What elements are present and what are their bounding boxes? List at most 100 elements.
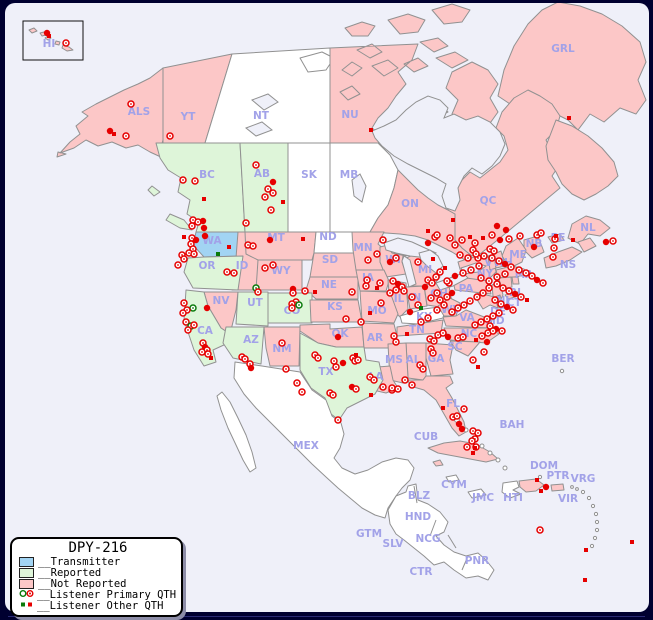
marker-dot bbox=[456, 415, 458, 417]
islet bbox=[594, 519, 600, 525]
listener-primary-marker bbox=[264, 185, 272, 193]
marker-dot bbox=[491, 234, 493, 236]
marker-square bbox=[443, 266, 447, 270]
listener-primary-marker bbox=[179, 176, 187, 184]
listener-primary-marker bbox=[377, 299, 385, 307]
region-label-nd: ND bbox=[319, 231, 337, 243]
marker-dot bbox=[458, 425, 466, 433]
listener-primary-marker bbox=[433, 231, 441, 239]
listener-primary-marker bbox=[379, 236, 387, 244]
region-label-il: IL bbox=[394, 293, 405, 305]
marker-dot bbox=[281, 342, 283, 344]
marker-dot bbox=[337, 419, 339, 421]
map-layers: HIALSYTNTNUGRLBCABSKMBONQCNLPENBNSWAORID… bbox=[22, 3, 647, 582]
marker-dot bbox=[463, 408, 465, 410]
marker-dot bbox=[406, 308, 414, 316]
marker-dot bbox=[520, 296, 522, 298]
listener-primary-marker bbox=[278, 339, 286, 347]
listener-primary-marker bbox=[488, 231, 496, 239]
listener-other-marker bbox=[525, 298, 529, 302]
listener-primary-marker bbox=[542, 483, 550, 491]
other-qth-markers-icon bbox=[19, 600, 34, 612]
marker-dot bbox=[291, 307, 293, 309]
listener-primary-marker bbox=[352, 385, 360, 393]
marker-dot bbox=[472, 430, 474, 432]
listener-primary-marker bbox=[269, 178, 277, 186]
listener-primary-marker bbox=[493, 280, 501, 288]
hawaii-inset bbox=[22, 20, 84, 61]
listener-primary-marker bbox=[472, 250, 480, 258]
listener-other-marker bbox=[535, 478, 539, 482]
lake-winnipeg bbox=[351, 173, 367, 203]
marker-dot bbox=[448, 289, 456, 297]
listener-other-marker bbox=[375, 286, 379, 290]
marker-dot bbox=[395, 257, 397, 259]
marker-dot bbox=[190, 243, 192, 245]
listener-primary-marker bbox=[394, 385, 402, 393]
listener-primary-marker bbox=[332, 363, 340, 371]
marker-square bbox=[554, 234, 558, 238]
region-label-mb: MB bbox=[340, 169, 358, 181]
region-label-jmc: JMC bbox=[471, 492, 494, 504]
region-label-hnd: HND bbox=[405, 511, 432, 523]
listener-other-marker bbox=[443, 266, 447, 270]
marker-dot bbox=[474, 324, 476, 326]
marker-square bbox=[584, 548, 588, 552]
marker-dot bbox=[395, 341, 397, 343]
listener-primary-marker bbox=[182, 318, 190, 326]
region-label-nv: NV bbox=[213, 295, 231, 307]
listener-primary-marker bbox=[267, 206, 275, 214]
region-sc bbox=[449, 340, 481, 357]
listener-primary-marker bbox=[314, 354, 322, 362]
marker-dot bbox=[301, 391, 303, 393]
marker-square bbox=[419, 306, 423, 310]
listener-primary-marker bbox=[354, 356, 362, 364]
region-label-ctr: CTR bbox=[410, 566, 433, 578]
marker-dot bbox=[461, 239, 463, 241]
listener-primary-marker bbox=[364, 256, 372, 264]
marker-dot bbox=[197, 221, 199, 223]
listener-primary-marker bbox=[509, 306, 517, 314]
marker-dot bbox=[481, 335, 483, 337]
marker-dot bbox=[498, 312, 500, 314]
marker-dot bbox=[449, 237, 451, 239]
primary-qth-markers-icon bbox=[19, 589, 34, 601]
listener-other-marker bbox=[281, 200, 285, 204]
islet bbox=[592, 535, 598, 541]
marker-dot bbox=[244, 358, 246, 360]
listener-primary-marker bbox=[334, 416, 342, 424]
marker-dot bbox=[472, 359, 474, 361]
marker-square bbox=[182, 235, 186, 239]
region-label-ar: AR bbox=[367, 332, 383, 344]
green-square-icon bbox=[21, 602, 25, 606]
listener-primary-marker bbox=[389, 277, 397, 285]
listener-other-marker bbox=[481, 236, 485, 240]
marker-dot bbox=[471, 440, 473, 442]
marker-square bbox=[525, 298, 529, 302]
listener-primary-marker bbox=[401, 376, 409, 384]
marker-dot bbox=[512, 309, 514, 311]
listener-primary-marker bbox=[502, 226, 510, 234]
listener-primary-marker bbox=[446, 234, 454, 242]
listener-other-marker bbox=[369, 393, 373, 397]
marker-dot bbox=[500, 303, 502, 305]
listener-primary-marker bbox=[455, 420, 463, 428]
marker-dot bbox=[501, 330, 503, 332]
listener-primary-marker bbox=[480, 348, 488, 356]
listener-primary-marker bbox=[357, 318, 365, 326]
marker-dot bbox=[417, 304, 419, 306]
listener-primary-marker bbox=[200, 224, 208, 232]
marker-square bbox=[471, 451, 475, 455]
listener-other-marker bbox=[474, 338, 478, 342]
region-label-nl: NL bbox=[580, 222, 596, 234]
region-label-az: AZ bbox=[243, 334, 259, 346]
marker-dot bbox=[480, 277, 482, 279]
listener-primary-marker bbox=[549, 253, 557, 261]
marker-dot bbox=[533, 276, 541, 284]
marker-dot bbox=[475, 253, 477, 255]
marker-dot bbox=[192, 236, 200, 244]
listener-other-marker bbox=[554, 234, 558, 238]
marker-dot bbox=[249, 363, 251, 365]
listener-primary-marker bbox=[414, 258, 422, 266]
listener-other-marker bbox=[47, 34, 51, 38]
